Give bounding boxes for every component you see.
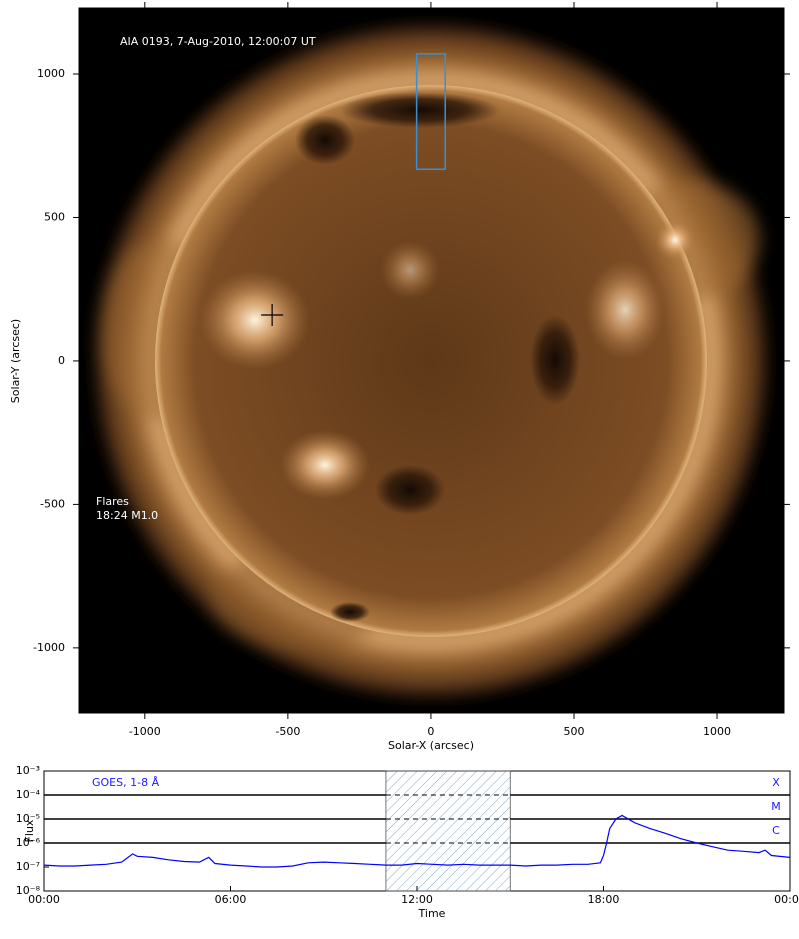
- annotation: Flares: [96, 495, 129, 508]
- y-tick-label: 10⁻⁶: [16, 836, 41, 849]
- x-tick-label: 0: [427, 725, 434, 738]
- x-tick-label: 18:00: [588, 893, 620, 906]
- highlight-region: [385, 770, 511, 892]
- y-tick-label: 1000: [37, 67, 65, 80]
- plot-title: GOES, 1-8 Å: [92, 776, 160, 789]
- x-tick-label: 12:00: [401, 893, 433, 906]
- x-tick-label: -1000: [129, 725, 161, 738]
- y-tick-label: 10⁻⁴: [16, 788, 41, 801]
- y-tick-label: -1000: [33, 641, 65, 654]
- x-tick-label: 00:00: [28, 893, 60, 906]
- x-tick-label: 1000: [703, 725, 731, 738]
- level-label: M: [771, 800, 781, 813]
- image-title: AIA 0193, 7-Aug-2010, 12:00:07 UT: [120, 35, 316, 48]
- y-tick-label: 10⁻⁵: [16, 812, 40, 825]
- x-tick-label: 500: [563, 725, 584, 738]
- y-axis-label: Flux: [23, 819, 36, 842]
- y-tick-label: 500: [44, 210, 65, 223]
- flare-marker: [261, 304, 284, 327]
- x-axis-label: Time: [418, 907, 446, 920]
- x-tick-label: -500: [275, 725, 300, 738]
- flux-line: [43, 814, 791, 868]
- y-tick-label: -500: [40, 497, 65, 510]
- y-tick-label: 0: [58, 354, 65, 367]
- y-tick-label: 10⁻⁷: [16, 860, 40, 873]
- y-tick-label: 10⁻³: [16, 764, 40, 777]
- x-axis-label: Solar-X (arcsec): [388, 739, 474, 752]
- level-label: X: [772, 776, 780, 789]
- solar-image: [79, 8, 784, 713]
- y-axis-label: Solar-Y (arcsec): [9, 319, 22, 403]
- level-label: C: [772, 824, 780, 837]
- x-tick-label: 00:00: [774, 893, 799, 906]
- region-box: [415, 53, 446, 171]
- y-tick-label: 10⁻⁸: [16, 884, 41, 897]
- x-tick-label: 06:00: [215, 893, 247, 906]
- annotation: 18:24 M1.0: [96, 509, 158, 522]
